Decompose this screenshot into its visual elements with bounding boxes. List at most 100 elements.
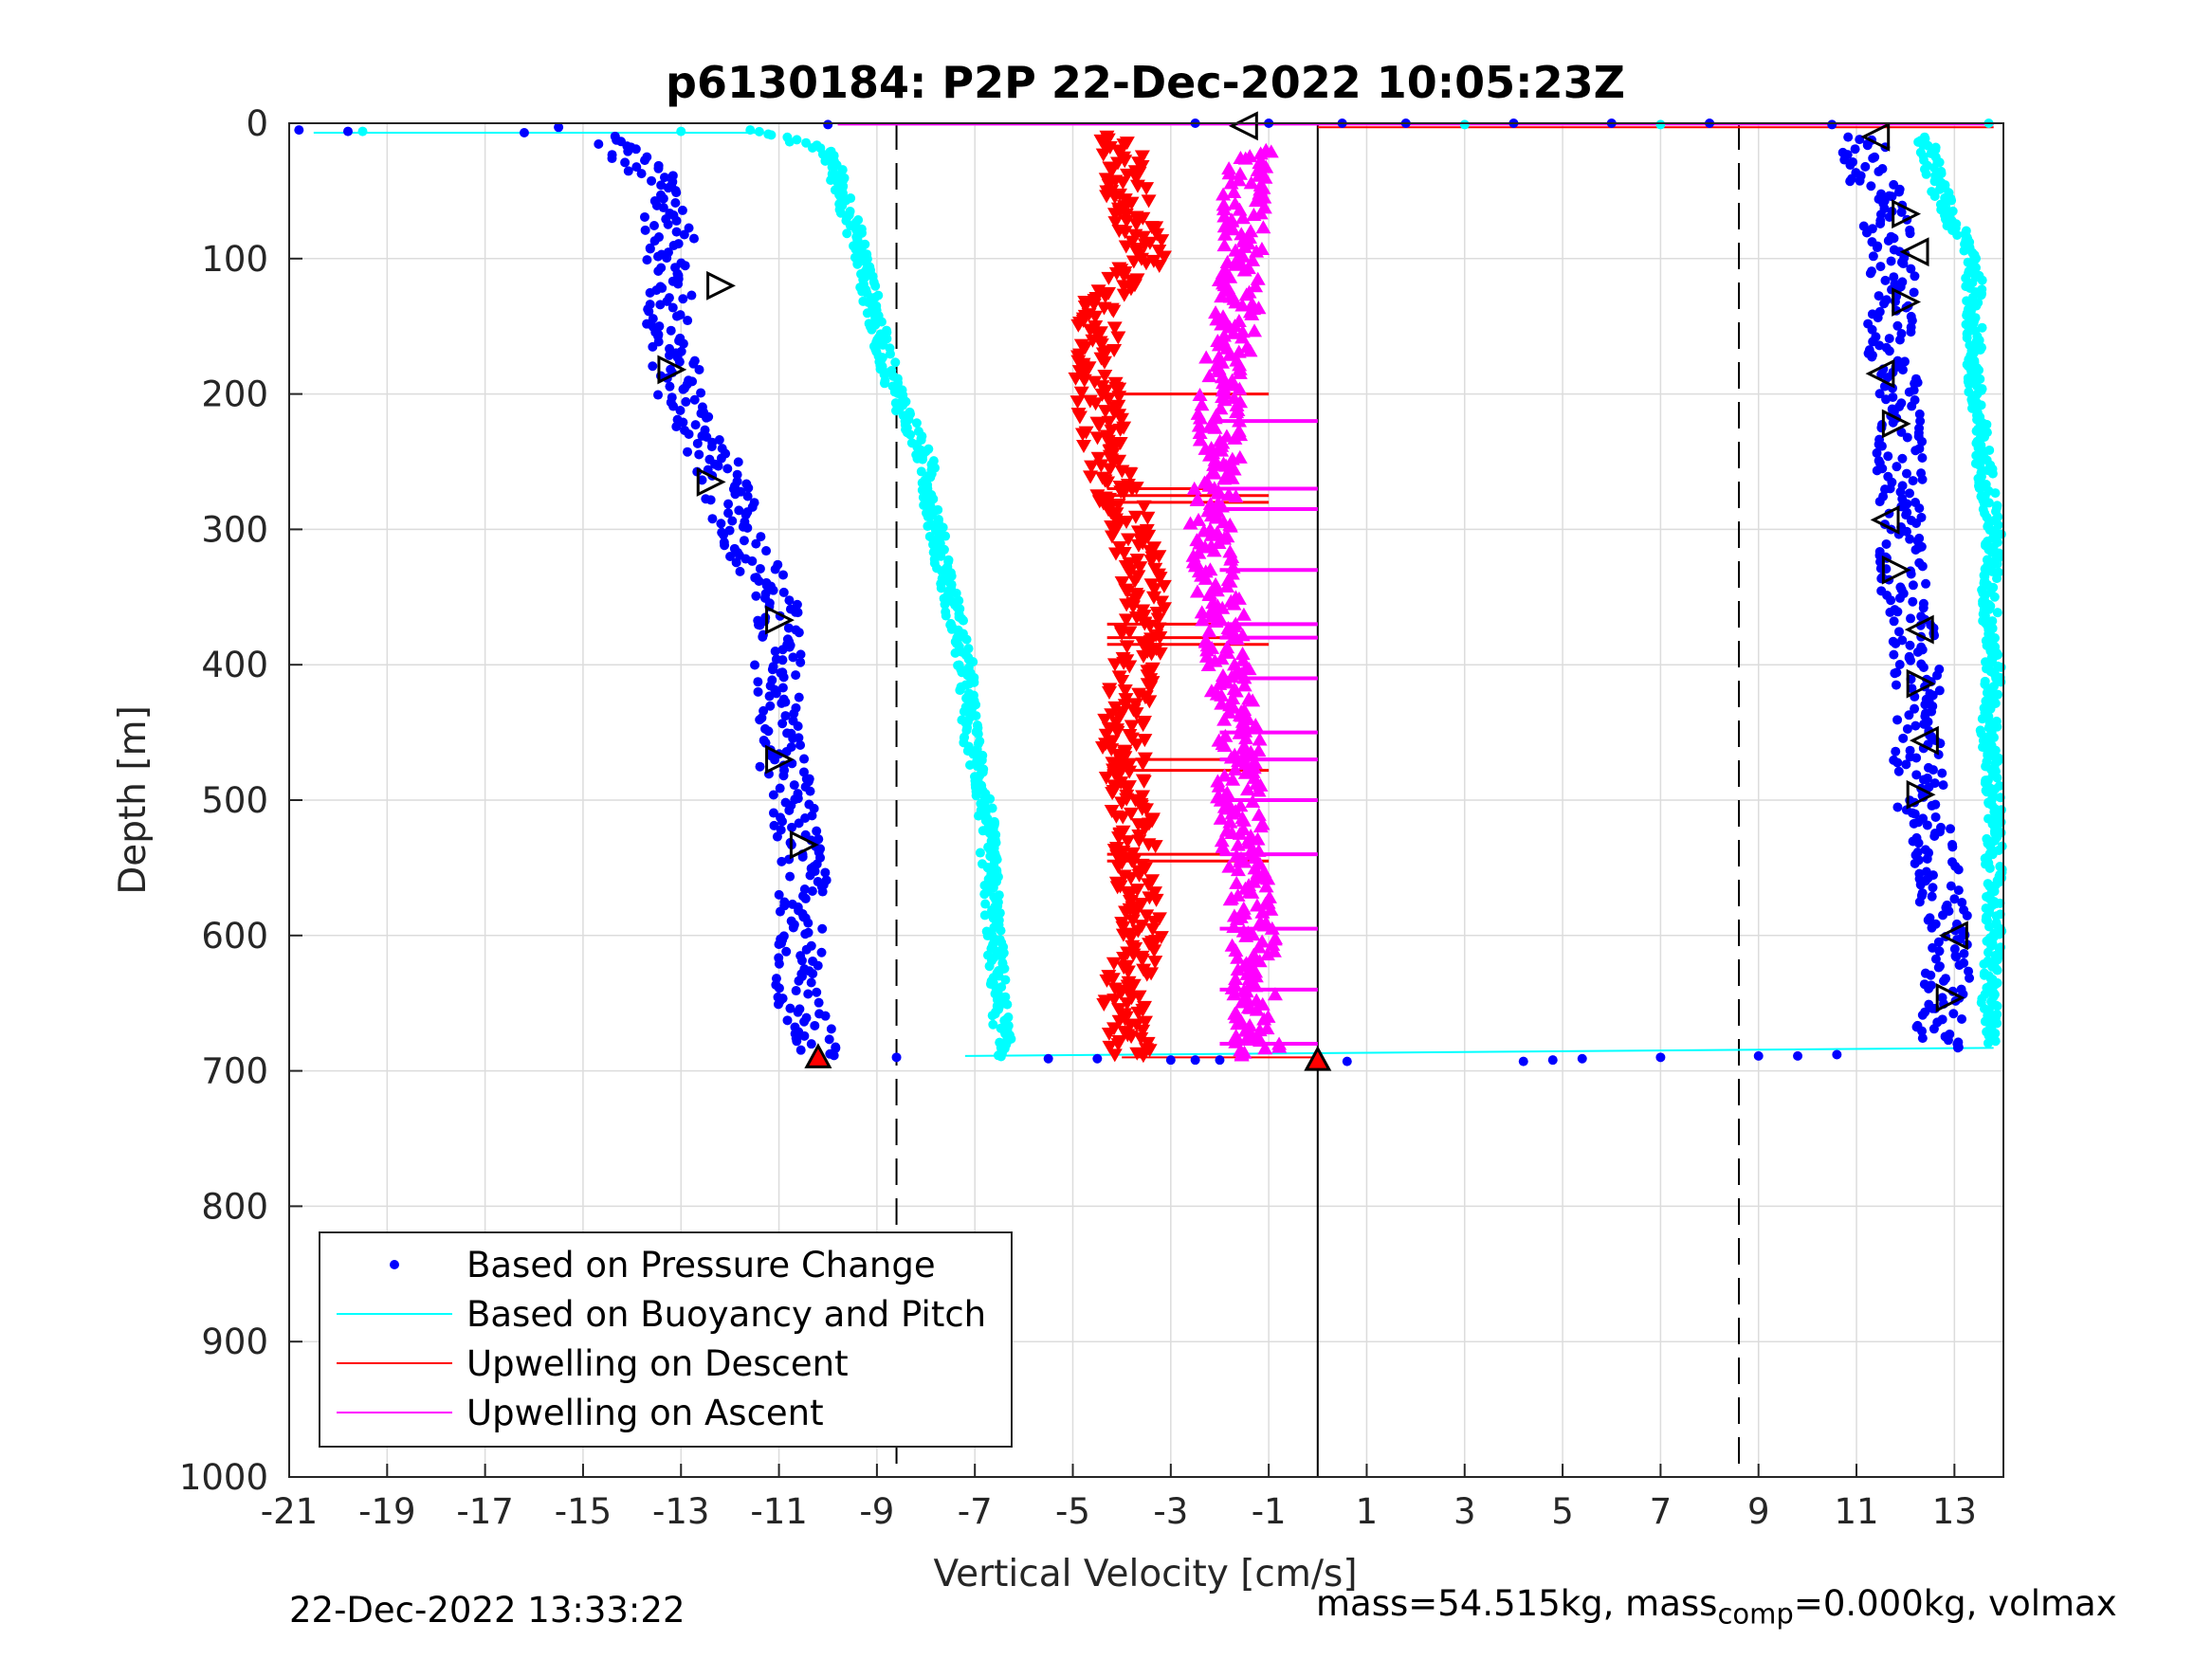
data-point [706,442,717,452]
data-point [1952,1043,1963,1053]
data-point [1216,238,1233,252]
data-point [1868,251,1878,262]
data-point [1918,603,1929,613]
data-point [1110,860,1126,874]
data-point [1097,369,1113,383]
data-point [649,221,659,231]
data-point [1232,365,1248,379]
data-point [1902,723,1912,734]
x-tick-label: -11 [750,1491,807,1532]
data-point [1874,497,1885,507]
data-point [1946,881,1956,891]
data-point [1992,773,2002,783]
data-point [1124,483,1141,497]
data-point [1918,663,1929,673]
data-point [1868,153,1878,163]
data-point [1251,783,1267,797]
data-point [794,818,804,829]
data-point [870,281,881,291]
ascent-triangle-marker [1899,237,1929,267]
data-point [792,135,802,145]
data-point [1092,1053,1103,1064]
data-point [1116,486,1132,501]
data-point [769,820,779,830]
data-point [1989,592,2000,602]
data-point [788,922,798,933]
data-point [1906,655,1916,665]
data-point [1793,1050,1803,1061]
data-point [1875,218,1886,228]
data-point [1927,800,1937,811]
data-point [1893,627,1904,637]
data-series [294,118,2007,1066]
data-point [1114,796,1130,811]
data-point [745,125,756,136]
data-point [1991,911,2002,921]
data-point [294,125,304,136]
data-point [1984,863,1995,873]
data-point [1860,161,1871,172]
data-point [777,719,788,729]
data-point [1234,1048,1250,1062]
data-point [1894,592,1905,603]
data-point [1227,761,1243,775]
data-point [697,475,707,485]
data-point [777,856,787,866]
data-point [1992,608,2002,618]
data-point [1135,757,1151,772]
data-point [1197,571,1214,585]
data-point [1867,352,1877,362]
data-point [1260,871,1276,885]
data-point [810,1020,820,1030]
data-point [817,923,828,934]
data-point [1105,757,1121,771]
data-point [1192,426,1208,440]
y-tick-label: 100 [201,239,268,280]
data-point [1655,1052,1666,1063]
data-point [778,587,789,597]
data-point [1200,658,1216,672]
data-point [1924,983,1934,994]
data-point [777,655,788,665]
data-point [683,316,693,326]
data-point [1165,1055,1176,1066]
data-point [1212,676,1228,690]
data-point [1116,952,1132,966]
data-point [1915,416,1926,427]
data-point [1891,746,1901,757]
data-point [1141,529,1157,543]
data-point [1843,132,1854,142]
data-point [1225,559,1241,574]
data-point [1146,591,1162,605]
data-point [820,1011,831,1021]
data-point [1120,965,1136,979]
data-point [1128,172,1144,186]
data-point [1965,973,1975,983]
data-point [1929,191,1940,201]
data-point [794,628,804,638]
data-point [1141,878,1157,892]
data-point [1947,842,1958,852]
data-point [1962,296,1972,306]
data-point [1088,310,1104,324]
data-point [777,683,788,693]
data-point [1919,719,1929,729]
data-point [1883,235,1893,246]
data-point [768,808,778,818]
data-point [1898,259,1909,269]
data-point [1133,1032,1149,1047]
data-point [684,223,694,233]
data-point [1934,184,1945,194]
data-point [916,466,926,477]
data-point [1191,418,1207,432]
x-tick-label: 13 [1932,1491,1977,1532]
data-point [716,453,726,464]
data-point [1910,720,1921,731]
data-point [958,615,968,626]
data-point [781,946,792,957]
data-point [671,311,682,321]
data-point [1107,521,1124,536]
ascent-triangle-marker [1865,358,1895,389]
data-point [1227,430,1243,445]
data-point [1151,259,1167,273]
